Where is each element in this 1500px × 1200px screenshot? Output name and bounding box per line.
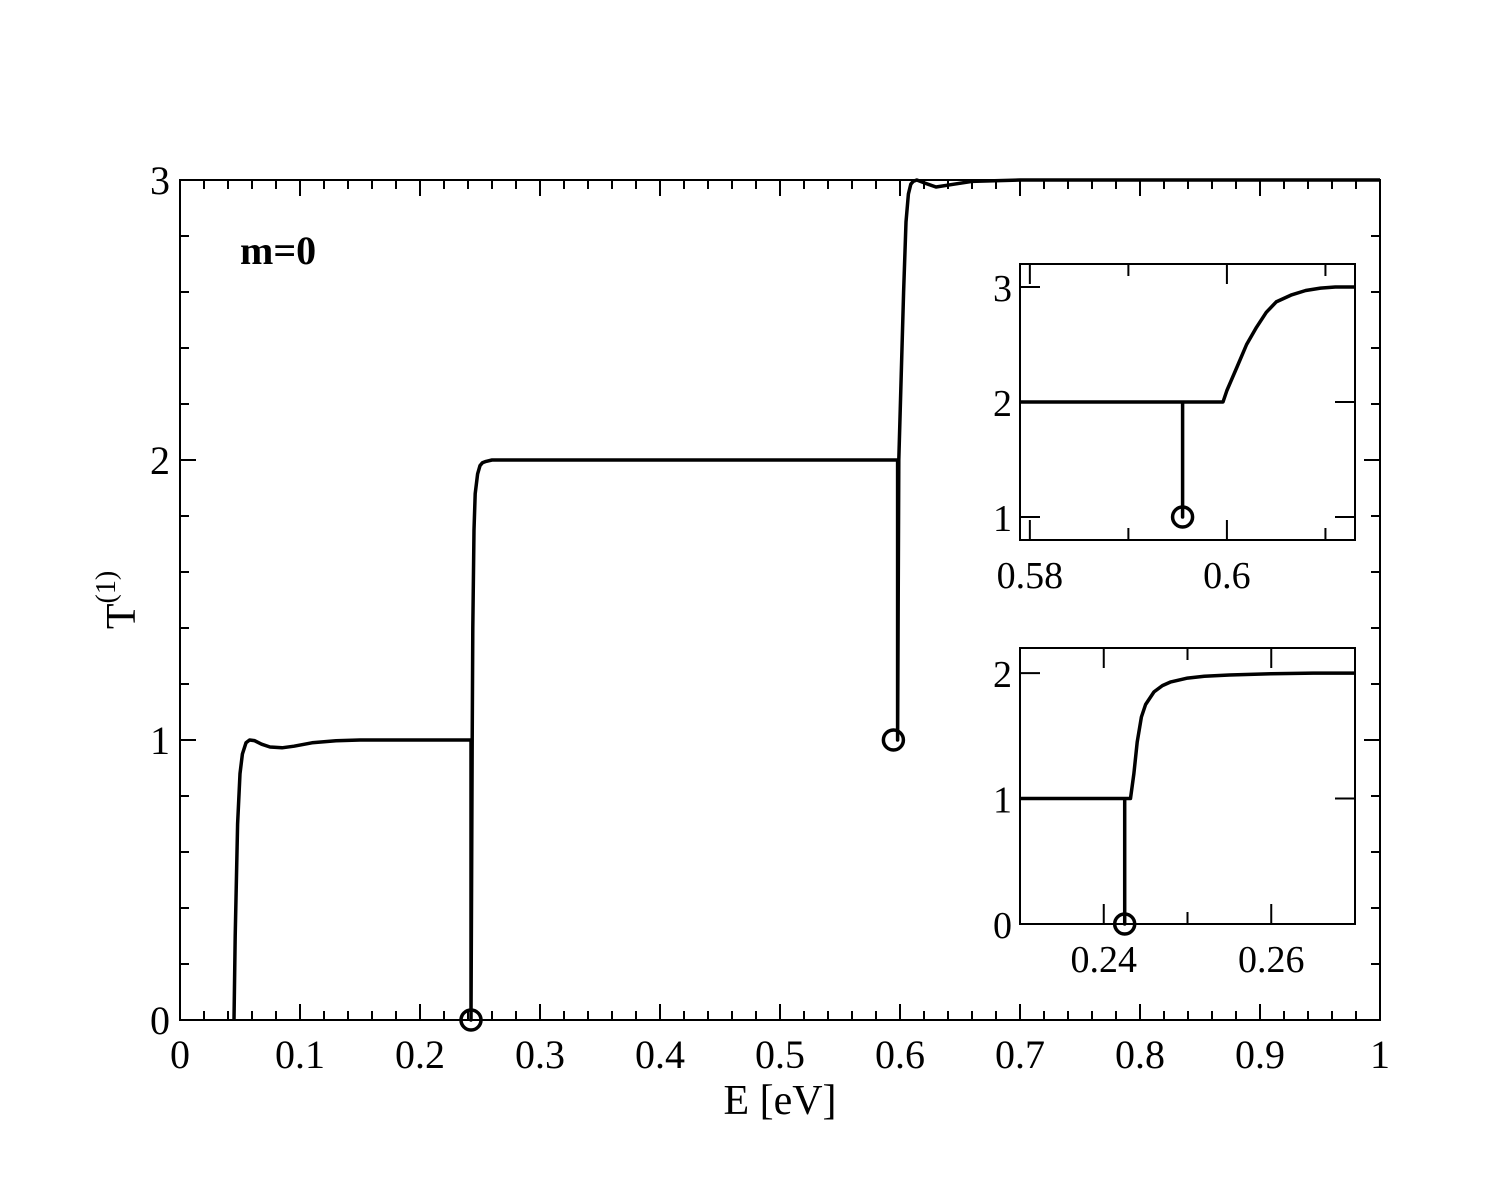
y-axis-title-base: T	[99, 604, 145, 630]
inset-top-transmission-curve	[1020, 285, 1355, 519]
inset-bottom-y-tick-label: 0	[993, 905, 1012, 947]
y-axis-title: T(1)	[91, 571, 145, 629]
y-axis-title-superscript: (1)	[91, 571, 122, 604]
inset-bottom-plot-frame	[1019, 647, 1356, 925]
main-y-tick-label: 3	[150, 158, 170, 203]
inset-bottom-x-tick-label: 0.26	[1238, 939, 1305, 981]
inset-bottom-x-tick-label: 0.24	[1071, 939, 1138, 981]
main-x-tick-label: 0.2	[395, 1032, 445, 1077]
main-x-tick-label: 0.5	[755, 1032, 805, 1077]
main-open-circle-marker	[881, 728, 906, 752]
inset-top-x-tick-label: 0.58	[997, 555, 1064, 597]
main-x-tick-label: 0	[170, 1032, 190, 1077]
main-x-tick-label: 0.1	[275, 1032, 325, 1077]
inset-top-y-tick-label: 1	[993, 498, 1012, 540]
main-x-tick-label: 0.6	[875, 1032, 925, 1077]
main-open-circle-marker	[459, 1008, 483, 1032]
main-plot-frame	[179, 179, 1381, 1021]
svg-text:T(1): T(1)	[91, 571, 145, 629]
inset-top-y-tick-label: 3	[993, 268, 1012, 310]
main-x-tick-label: 0.8	[1115, 1032, 1165, 1077]
main-x-tick-label: 0.7	[995, 1032, 1045, 1077]
main-x-tick-label: 1	[1370, 1032, 1390, 1077]
main-y-tick-label: 1	[150, 718, 170, 763]
inset-top-open-circle-marker	[1170, 505, 1195, 529]
inset-bottom-open-circle-marker	[1112, 912, 1137, 936]
inset-bottom-transmission-curve	[1020, 671, 1355, 926]
inset-bottom-y-tick-label: 2	[993, 654, 1012, 696]
inset-bottom-plot: 0.24 0.26 0 1 2	[993, 647, 1356, 981]
main-y-tick-label: 2	[150, 438, 170, 483]
inset-top-x-tick-label: 0.6	[1203, 555, 1251, 597]
main-x-tick-label: 0.3	[515, 1032, 565, 1077]
main-x-tick-label: 0.9	[1235, 1032, 1285, 1077]
inset-top-y-tick-label: 2	[993, 383, 1012, 425]
x-axis-title: E [eV]	[723, 1078, 836, 1124]
main-plot: 0 0.1 0.2 0.3 0.4 0.5 0.6 0.7 0.8 0.9 1 0 1 2 3	[150, 158, 1390, 1077]
panel-annotation: m=0	[240, 228, 316, 273]
inset-top-plot: 0.58 0.6 1 2 3	[993, 263, 1356, 597]
main-y-tick-label: 0	[150, 998, 170, 1043]
main-x-tick-label: 0.4	[635, 1032, 685, 1077]
main-transmission-curve	[232, 178, 1380, 1022]
inset-bottom-y-tick-label: 1	[993, 780, 1012, 822]
